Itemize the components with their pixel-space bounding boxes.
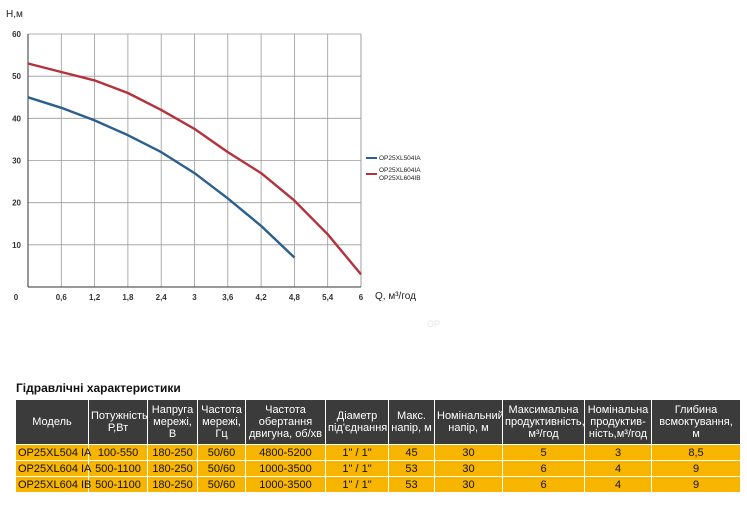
table-cell: 1" / 1" (325, 476, 389, 493)
table-header-cell: Частота обертання двигуна, об/хв (245, 399, 326, 445)
table-header-cell: Номінальний напір, м (434, 399, 504, 445)
table-cell: 53 (388, 460, 435, 477)
y-tick-label: 10 (12, 241, 21, 250)
x-tick-label: 5,4 (322, 293, 334, 302)
chart-series (27, 62, 362, 276)
table-cell: 1" / 1" (325, 444, 389, 461)
table-cell: 30 (434, 476, 503, 493)
table-header-cell: Діаметр під'єднання (325, 399, 389, 445)
table-header-cell: Глибина всмоктування, м (651, 399, 741, 445)
x-tick-label: 2,4 (156, 293, 168, 302)
table-cell: 1000-3500 (245, 476, 326, 493)
table-title: Гідравлічні характеристики (16, 381, 181, 395)
table-cell: 3 (584, 444, 652, 461)
table-cell: 45 (388, 444, 435, 461)
chart-legend: OP25XL504IA OP25XL604IA OP25XL604IB (366, 155, 421, 182)
table-cell: 53 (388, 476, 435, 493)
table-cell: 180-250 (147, 460, 198, 477)
legend-label-2: OP25XL604IA OP25XL604IB (379, 167, 421, 182)
y-axis-title: H,м (6, 9, 23, 20)
table-header-cell: Частота мережі, Гц (197, 399, 246, 445)
x-tick-label: 1,2 (89, 293, 101, 302)
x-tick-label: 0,6 (56, 293, 68, 302)
table-cell: 4800-5200 (245, 444, 326, 461)
table-cell: 100-550 (88, 444, 148, 461)
chart-grid (28, 33, 362, 287)
table-cell: 50/60 (197, 476, 246, 493)
x-tick-label: 3 (192, 293, 197, 302)
series-line-2 (27, 62, 362, 276)
table-header-cell: Максимальна продуктивність, м³/год (502, 399, 585, 445)
x-tick-label: 1,8 (122, 293, 134, 302)
table-cell: 50/60 (197, 460, 246, 477)
table-header-cell: Напруга мережі, В (147, 399, 198, 445)
y-tick-label: 20 (12, 199, 21, 208)
spec-table: Модель Потужність Р,Вт Напруга мережі, В Ча… (15, 399, 741, 493)
x-tick-label: 6 (359, 293, 364, 302)
legend-label-1: OP25XL504IA (379, 155, 421, 162)
table-row: OP25XL604 IA 500-1100 180-250 50/60 1000-350… (15, 460, 741, 477)
faint-watermark-text: OP (427, 319, 440, 329)
table-cell: 180-250 (147, 444, 198, 461)
table-header-cell: Номінальна продуктив- ність,м³/год (584, 399, 652, 445)
table-row: OP25XL504 IA 100-550 180-250 50/60 4800-5200… (15, 444, 741, 461)
x-tick-label: 4,2 (256, 293, 268, 302)
table-cell: 6 (502, 460, 585, 477)
table-cell: OP25XL504 IA (15, 444, 91, 461)
y-tick-label: 50 (12, 72, 21, 81)
table-cell: 500-1100 (88, 476, 148, 493)
x-axis-title: Q, м³/год (375, 291, 416, 302)
table-cell: 4 (584, 476, 652, 493)
table-header-row: Модель Потужність Р,Вт Напруга мережі, В Ча… (15, 399, 741, 445)
table-cell: 1000-3500 (245, 460, 326, 477)
table-cell: 1" / 1" (325, 460, 389, 477)
table-cell: 50/60 (197, 444, 246, 461)
table-header-cell: Макс. напір, м (388, 399, 435, 445)
x-tick-label: 4,8 (289, 293, 301, 302)
table-cell: 30 (434, 460, 503, 477)
table-cell: 30 (434, 444, 503, 461)
y-tick-label: 30 (12, 157, 21, 166)
table-cell: 4 (584, 460, 652, 477)
table-cell: 8,5 (651, 444, 741, 461)
table-cell: 6 (502, 476, 585, 493)
origin-label: 0 (14, 293, 19, 302)
y-tick-label: 40 (12, 114, 21, 123)
table-row: OP25XL604 IB 500-1100 180-250 50/60 1000-350… (15, 476, 741, 493)
series-line-1 (27, 96, 296, 259)
table-cell: 9 (651, 476, 741, 493)
y-tick-label: 60 (12, 30, 21, 39)
table-header-cell: Потужність Р,Вт (88, 399, 148, 445)
table-cell: OP25XL604 IA (15, 460, 91, 477)
table-cell: 9 (651, 460, 741, 477)
table-header-cell: Модель (15, 399, 89, 445)
table-cell: 500-1100 (88, 460, 148, 477)
table-cell: 180-250 (147, 476, 198, 493)
table-cell: OP25XL604 IB (15, 476, 91, 493)
table-cell: 5 (502, 444, 585, 461)
x-tick-label: 3,6 (222, 293, 234, 302)
